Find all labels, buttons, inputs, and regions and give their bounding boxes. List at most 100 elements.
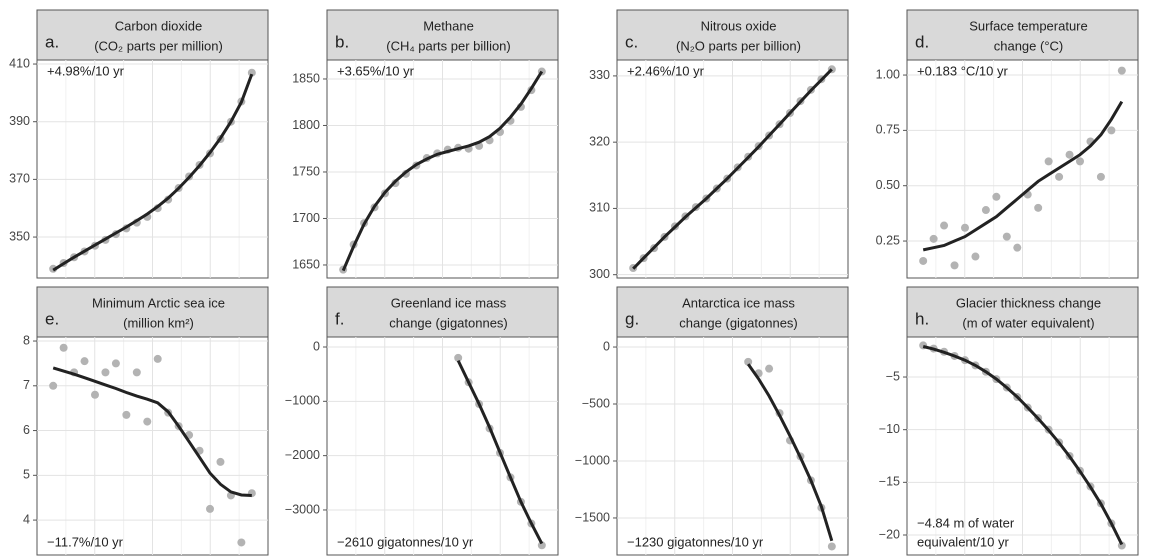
- annotation: equivalent/10 yr: [917, 534, 1009, 549]
- panel-title: (N₂O parts per billion): [676, 38, 801, 53]
- y-tick-label: 0: [313, 339, 320, 353]
- y-tick-label: 5: [23, 468, 30, 482]
- y-tick-label: 0: [603, 339, 610, 353]
- y-tick-label: 1800: [292, 118, 320, 132]
- panel-title: (CO₂ parts per million): [94, 38, 223, 53]
- data-point: [1076, 157, 1085, 166]
- panel-title: (m of water equivalent): [962, 315, 1094, 330]
- panel-title: Carbon dioxide: [115, 18, 202, 33]
- y-tick-label: 1700: [292, 211, 320, 225]
- data-point: [90, 390, 99, 399]
- panel-letter: e.: [45, 309, 59, 328]
- data-point: [1096, 172, 1105, 181]
- y-tick-label: 0.75: [876, 123, 900, 137]
- y-tick-label: −1000: [575, 453, 610, 467]
- y-tick-label: 1750: [292, 164, 320, 178]
- y-tick-label: 320: [589, 134, 610, 148]
- y-tick-label: −10: [879, 422, 900, 436]
- y-tick-label: −3000: [285, 502, 320, 516]
- trend-line: [456, 359, 544, 545]
- panel-letter: d.: [915, 32, 929, 51]
- data-point: [1107, 126, 1116, 135]
- annotation: +4.98%/10 yr: [47, 63, 125, 78]
- data-point: [827, 542, 836, 551]
- panel-title: Surface temperature: [969, 18, 1088, 33]
- trend-line: [922, 345, 1124, 546]
- data-point: [153, 354, 162, 363]
- data-point: [1002, 232, 1011, 241]
- panel-header: [326, 9, 559, 61]
- panel-title: Nitrous oxide: [701, 18, 777, 33]
- data-point: [237, 538, 246, 547]
- data-point: [143, 417, 152, 426]
- data-point: [765, 364, 774, 373]
- panel-header: [616, 9, 849, 61]
- panel-header: [36, 286, 269, 338]
- data-point: [101, 368, 110, 377]
- panel-letter: g.: [625, 309, 639, 328]
- data-point: [971, 252, 980, 261]
- panel-title: Greenland ice mass: [391, 295, 507, 310]
- data-point: [122, 410, 131, 419]
- trend-line: [922, 100, 1124, 252]
- data-point: [960, 223, 969, 232]
- y-tick-label: −5: [886, 369, 900, 383]
- y-tick-label: 370: [9, 172, 30, 186]
- y-tick-label: −2000: [285, 448, 320, 462]
- y-tick-label: −500: [582, 396, 610, 410]
- y-tick-label: 390: [9, 114, 30, 128]
- data-point: [80, 357, 89, 366]
- panel-letter: f.: [335, 309, 344, 328]
- y-tick-label: −1500: [575, 510, 610, 524]
- panel-title: change (°C): [994, 38, 1064, 53]
- y-tick-label: −15: [879, 475, 900, 489]
- data-point: [1013, 243, 1022, 252]
- panel-title: change (gigatonnes): [679, 315, 798, 330]
- annotation: +2.46%/10 yr: [627, 63, 705, 78]
- data-point: [1065, 150, 1074, 159]
- annotation: +3.65%/10 yr: [337, 63, 415, 78]
- panel-header: [326, 286, 559, 338]
- y-tick-label: 6: [23, 423, 30, 437]
- panel-title: change (gigatonnes): [389, 315, 508, 330]
- panel-letter: h.: [915, 309, 929, 328]
- panel-title: Minimum Arctic sea ice: [92, 295, 225, 310]
- data-point: [1044, 157, 1053, 166]
- data-point: [950, 261, 959, 270]
- data-point: [537, 541, 546, 550]
- y-tick-label: 1850: [292, 71, 320, 85]
- data-point: [981, 206, 990, 215]
- trend-line: [341, 70, 544, 272]
- annotation: −11.7%/10 yr: [47, 534, 124, 549]
- y-tick-label: −20: [879, 527, 900, 541]
- data-point: [919, 256, 928, 265]
- data-point: [247, 68, 256, 77]
- data-point: [929, 234, 938, 243]
- y-tick-label: 410: [9, 56, 30, 70]
- annotation: −4.84 m of water: [917, 515, 1015, 530]
- y-tick-label: 0.25: [876, 233, 900, 247]
- y-tick-label: −1000: [285, 394, 320, 408]
- panel-title: Antarctica ice mass: [682, 295, 795, 310]
- data-point: [132, 368, 141, 377]
- y-tick-label: 310: [589, 201, 610, 215]
- trend-line: [52, 366, 252, 497]
- trend-line: [632, 68, 833, 270]
- data-point: [940, 221, 949, 230]
- data-point: [454, 353, 463, 362]
- panel-title: Glacier thickness change: [956, 295, 1101, 310]
- annotation: +0.183 °C/10 yr: [917, 63, 1009, 78]
- data-point: [744, 357, 753, 366]
- data-point: [1034, 203, 1043, 212]
- trend-line: [52, 73, 254, 272]
- y-tick-label: 8: [23, 333, 30, 347]
- data-point: [206, 504, 215, 513]
- y-tick-label: 7: [23, 378, 30, 392]
- panel-letter: c.: [625, 32, 638, 51]
- annotation: −1230 gigatonnes/10 yr: [627, 534, 764, 549]
- data-point: [992, 192, 1001, 201]
- data-point: [59, 343, 68, 352]
- data-point: [1117, 66, 1126, 75]
- data-point: [1055, 172, 1064, 181]
